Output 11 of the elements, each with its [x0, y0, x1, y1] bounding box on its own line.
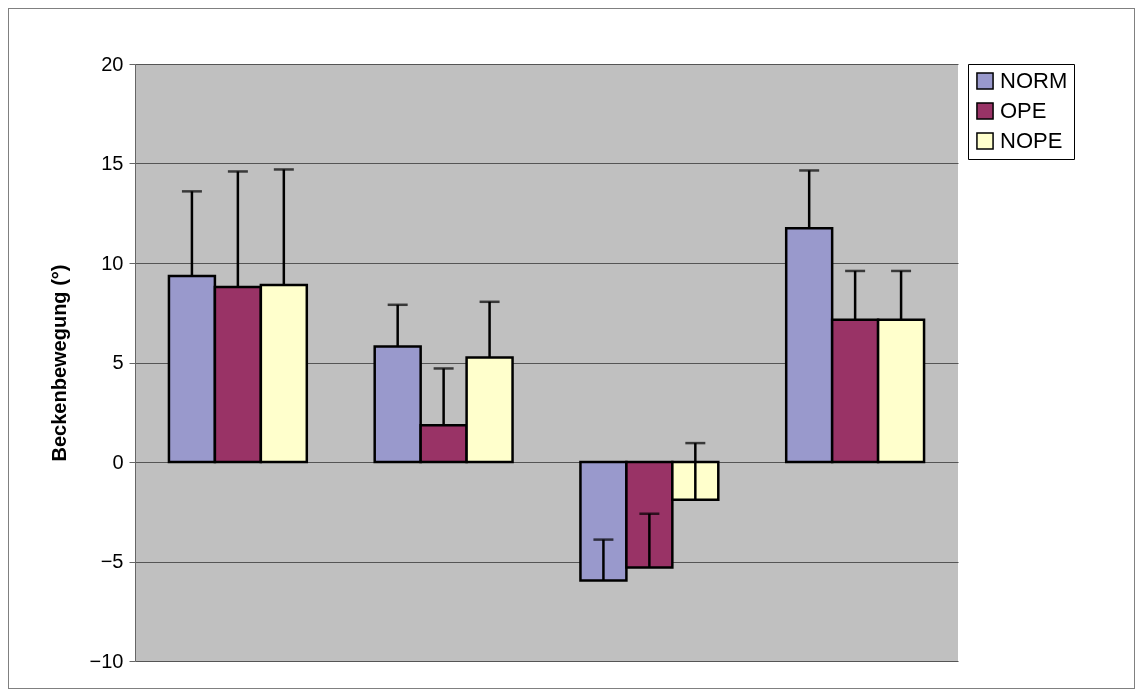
legend-label: OPE — [1000, 98, 1047, 123]
legend-label: NOPE — [1000, 128, 1063, 153]
y-tick-label: 10 — [101, 251, 124, 274]
y-axis-title: Beckenbewegung (°) — [47, 264, 70, 462]
y-tick-label: 15 — [101, 152, 124, 174]
y-tick-label: 5 — [112, 351, 124, 373]
y-tick-label: −5 — [100, 550, 124, 572]
y-tick-label: 20 — [101, 52, 124, 75]
y-tick-label: −10 — [89, 649, 124, 672]
legend-label: NORM — [1000, 68, 1068, 93]
y-tick-label: 0 — [112, 450, 124, 473]
